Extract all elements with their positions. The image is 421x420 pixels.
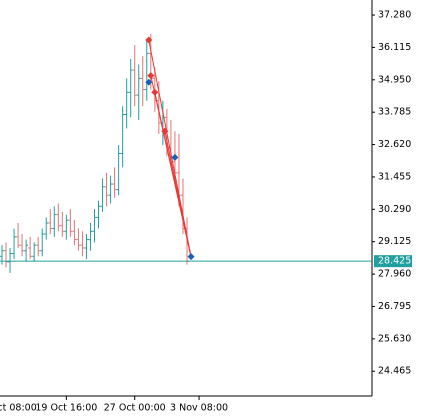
y-tick-label: 25.630 <box>378 333 411 344</box>
y-tick-label: 37.280 <box>378 10 411 21</box>
x-tick-label: Oct 08:00 <box>0 403 37 414</box>
y-tick-label: 29.125 <box>378 236 411 247</box>
buy-marker <box>171 153 179 161</box>
y-tick-label: 24.465 <box>378 366 411 377</box>
sell-marker <box>151 88 159 96</box>
buy-marker <box>187 253 195 261</box>
buy-marker <box>145 78 153 86</box>
y-tick-label: 26.795 <box>378 301 411 312</box>
y-tick-label: 27.960 <box>378 269 411 280</box>
y-tick-label: 36.115 <box>378 42 411 53</box>
y-tick-label: 31.455 <box>378 171 411 182</box>
y-tick-label: 32.620 <box>378 139 411 150</box>
last-price-box <box>374 255 412 268</box>
y-tick-label: 30.290 <box>378 204 411 215</box>
x-tick-label: 19 Oct 16:00 <box>35 403 97 414</box>
sell-marker <box>147 72 155 80</box>
y-tick-label: 33.785 <box>378 107 411 118</box>
x-tick-label: 3 Nov 08:00 <box>170 403 228 414</box>
last-price-label: 28.425 <box>378 256 411 267</box>
trade-line <box>164 131 192 257</box>
y-tick-label: 34.950 <box>378 74 411 85</box>
sell-marker <box>145 36 153 44</box>
x-tick-label: 27 Oct 00:00 <box>104 403 166 414</box>
sell-marker <box>161 127 169 135</box>
